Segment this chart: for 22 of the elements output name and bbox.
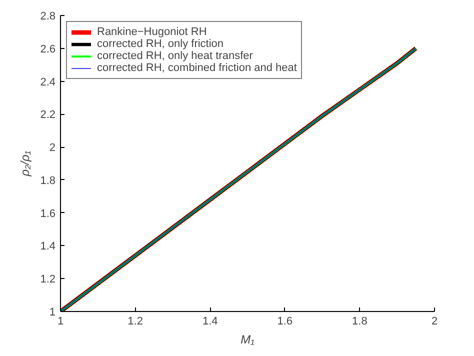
y-tick-label: 1 bbox=[49, 306, 56, 318]
y-tick-label: 1.4 bbox=[40, 240, 56, 253]
y-tick-label: 2.2 bbox=[40, 109, 56, 122]
legend-label: corrected RH, only friction bbox=[97, 38, 224, 50]
y-tick-label: 1.8 bbox=[40, 174, 56, 187]
x-tick-label: 1 bbox=[57, 316, 64, 328]
legend-label: corrected RH, combined friction and heat bbox=[97, 62, 297, 74]
x-tick-label: 1.8 bbox=[352, 316, 368, 328]
x-axis-title: M₁ bbox=[240, 332, 255, 346]
y-tick-label: 1.2 bbox=[40, 274, 56, 286]
y-tick-label: 2.4 bbox=[40, 76, 56, 88]
y-tick-label: 2.8 bbox=[40, 10, 56, 22]
y-tick-label: 2 bbox=[49, 142, 56, 154]
y-tick-label: 1.6 bbox=[40, 208, 56, 220]
x-tick-label: 1.4 bbox=[202, 316, 218, 328]
legend-label: corrected RH, only heat transfer bbox=[97, 50, 253, 62]
y-axis-title: ρ₂/ρ₁ bbox=[18, 150, 32, 178]
x-tick-label: 1.6 bbox=[277, 316, 293, 328]
y-tick-label: 2.6 bbox=[40, 43, 56, 56]
x-tick-label: 1.2 bbox=[128, 316, 143, 328]
legend-label: Rankine−Hugoniot RH bbox=[97, 26, 207, 38]
x-tick-label: 2 bbox=[431, 316, 438, 328]
